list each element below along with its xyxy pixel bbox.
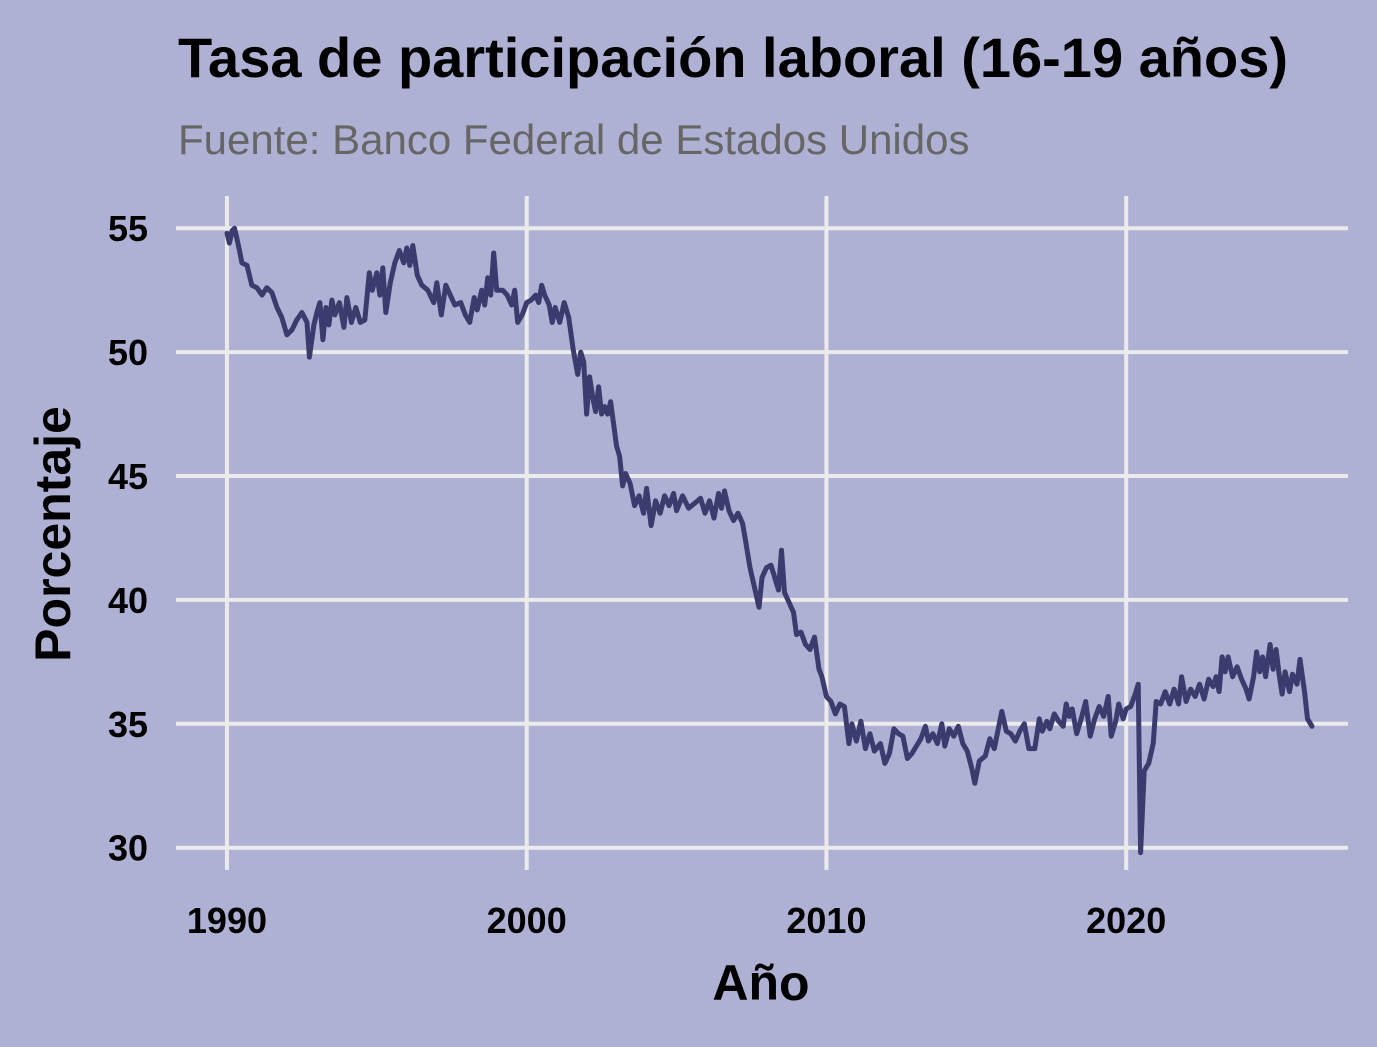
x-tick-label: 2010 (786, 900, 866, 941)
y-tick-label: 45 (108, 456, 148, 497)
y-tick-label: 50 (108, 332, 148, 373)
x-axis-title: Año (712, 955, 809, 1011)
x-tick-label: 2000 (487, 900, 567, 941)
series-layer (224, 225, 1315, 856)
y-tick-label: 40 (108, 580, 148, 621)
grid-lines (176, 196, 1348, 870)
y-tick-label: 55 (108, 208, 148, 249)
x-tick-label: 1990 (187, 900, 267, 941)
y-tick-label: 30 (108, 828, 148, 869)
series-line (224, 225, 1315, 856)
y-axis-title: Porcentaje (25, 406, 81, 662)
x-tick-label: 2020 (1086, 900, 1166, 941)
chart-subtitle: Fuente: Banco Federal de Estados Unidos (178, 116, 969, 163)
y-axis-ticks: 30 35 40 45 50 55 (108, 208, 148, 868)
chart-title: Tasa de participación laboral (16-19 año… (178, 26, 1288, 89)
y-tick-label: 35 (108, 704, 148, 745)
x-axis-ticks: 1990 2000 2010 2020 (187, 900, 1166, 941)
